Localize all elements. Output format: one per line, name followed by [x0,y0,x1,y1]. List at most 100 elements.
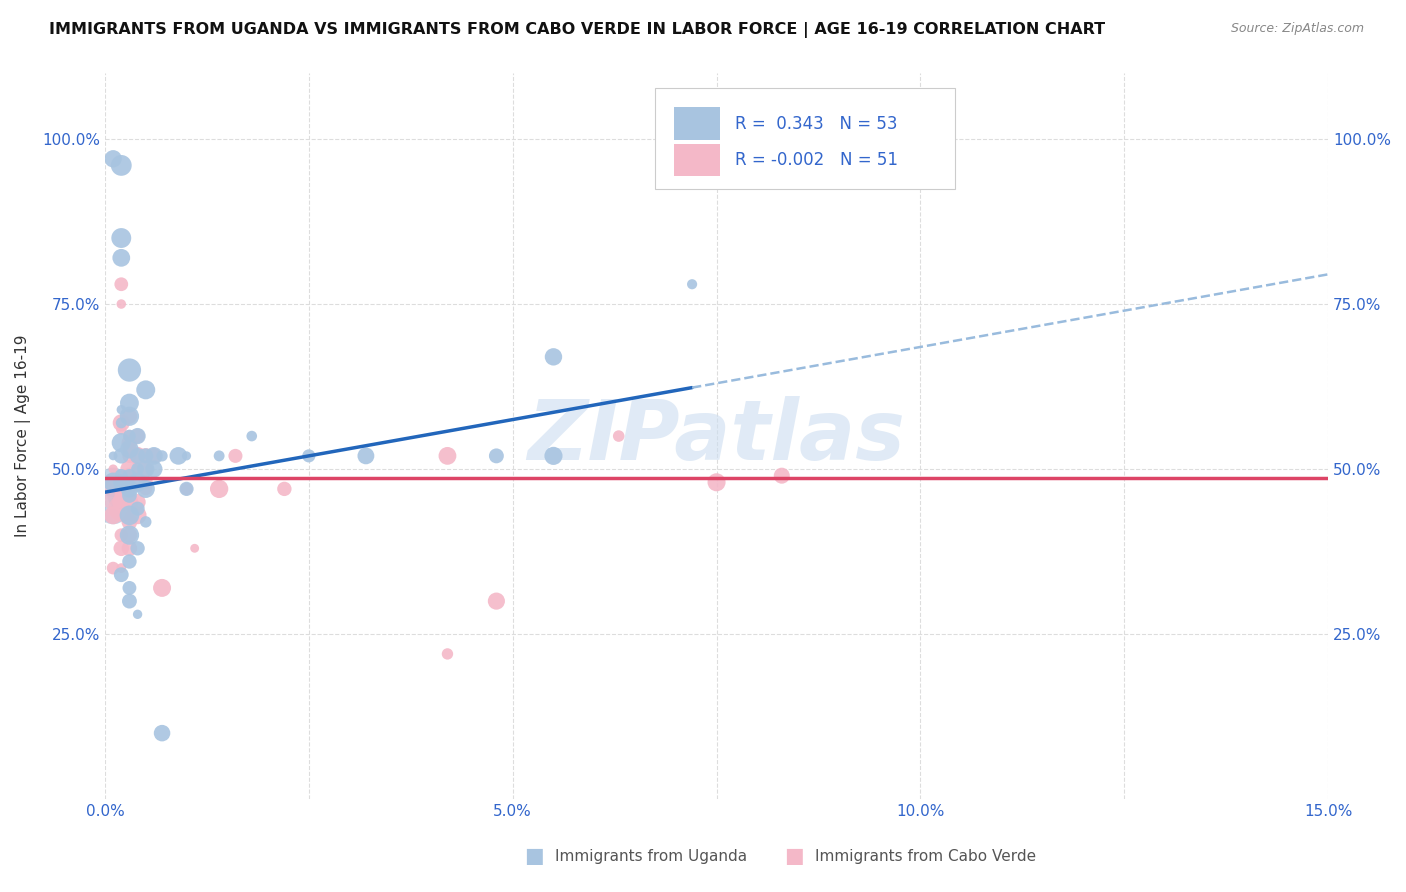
Point [127,541,149,556]
Point [101,475,124,490]
Point [127,449,149,463]
Y-axis label: In Labor Force | Age 16-19: In Labor Force | Age 16-19 [15,334,31,537]
Point [118,528,141,542]
Point [110,158,132,172]
Point [110,435,132,450]
Point [127,475,149,490]
Point [118,363,141,377]
Text: Source: ZipAtlas.com: Source: ZipAtlas.com [1230,22,1364,36]
Point [127,607,149,622]
Point [118,515,141,529]
Point [118,594,141,608]
Point [101,152,124,166]
Point [118,396,141,410]
Point [127,449,149,463]
Point [183,541,205,556]
Point [176,482,198,496]
Point [118,554,141,568]
Point [101,475,124,490]
Point [135,449,157,463]
Point [110,482,132,496]
Text: ZIPatlas: ZIPatlas [527,395,905,476]
Point [110,561,132,575]
Point [118,488,141,502]
Point [110,277,132,292]
Point [110,475,132,490]
Point [101,488,124,502]
Point [110,422,132,436]
Point [110,251,132,265]
Point [150,581,173,595]
Point [101,501,124,516]
Point [110,449,132,463]
FancyBboxPatch shape [655,87,955,189]
Point [485,449,508,463]
Point [118,442,141,457]
Point [110,416,132,430]
Point [681,277,703,292]
Point [118,495,141,509]
Point [118,442,141,457]
Point [110,501,132,516]
Point [770,468,793,483]
Point [150,726,173,740]
Point [118,468,141,483]
Point [208,449,231,463]
Point [127,501,149,516]
Point [110,528,132,542]
Point [118,409,141,424]
Point [118,468,141,483]
Point [110,567,132,582]
Point [118,528,141,542]
Point [118,429,141,443]
Text: R =  0.343   N = 53: R = 0.343 N = 53 [735,115,897,133]
Text: Immigrants from Cabo Verde: Immigrants from Cabo Verde [815,849,1036,863]
FancyBboxPatch shape [673,107,720,140]
Point [127,429,149,443]
Point [118,482,141,496]
Point [118,462,141,476]
Point [101,508,124,523]
Point [118,482,141,496]
Point [208,482,231,496]
Text: ■: ■ [524,847,544,866]
Point [135,482,157,496]
Point [127,429,149,443]
Point [436,449,458,463]
Point [110,231,132,245]
Point [127,508,149,523]
Text: ■: ■ [785,847,804,866]
Point [110,488,132,502]
Point [127,475,149,490]
Point [101,462,124,476]
Point [127,462,149,476]
Point [176,482,198,496]
Point [273,482,295,496]
Point [135,462,157,476]
Point [142,449,165,463]
Point [127,495,149,509]
Point [110,468,132,483]
Point [118,541,141,556]
Point [485,594,508,608]
Point [354,449,377,463]
Point [224,449,246,463]
Point [167,449,190,463]
Point [101,561,124,575]
Point [110,488,132,502]
Point [135,383,157,397]
Point [110,541,132,556]
Point [118,508,141,523]
Point [706,475,728,490]
Point [142,449,165,463]
Text: IMMIGRANTS FROM UGANDA VS IMMIGRANTS FROM CABO VERDE IN LABOR FORCE | AGE 16-19 : IMMIGRANTS FROM UGANDA VS IMMIGRANTS FRO… [49,22,1105,38]
Point [118,449,141,463]
Point [118,581,141,595]
Point [127,462,149,476]
Text: Immigrants from Uganda: Immigrants from Uganda [555,849,748,863]
Point [135,482,157,496]
Point [135,515,157,529]
Point [142,462,165,476]
Point [150,449,173,463]
Point [101,475,124,490]
